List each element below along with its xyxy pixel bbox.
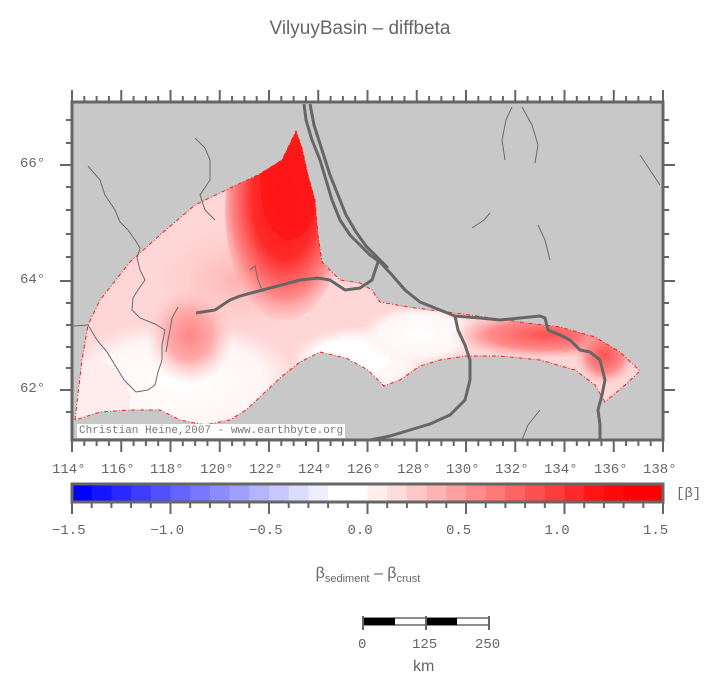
latitude-label: 66° [20,156,46,172]
beta-symbol: β [315,565,325,582]
colorbar-swatch [643,484,664,502]
colorbar-swatch [150,484,171,502]
colorbar-swatch [367,484,388,502]
colorbar-unit: [β] [676,486,702,502]
colorbar-tick-label: 1.0 [544,523,570,539]
colorbar-swatch [485,484,506,502]
colorbar-swatch [209,484,231,502]
major-rivers [195,103,607,442]
scale-bar [362,616,490,630]
longitude-label: 120° [200,462,234,478]
colorbar-swatch [466,484,487,502]
colorbar-tick-label: 0.5 [446,523,472,539]
longitude-label: 122° [249,462,283,478]
subscript-crust: crust [396,573,421,585]
credit-label: Christian Heine,2007 - www.earthbyte.org [77,424,346,438]
colorbar [72,484,664,502]
colorbar-swatch [190,484,211,502]
longitude-label: 118° [150,462,184,478]
axis-ticks [60,90,675,452]
colorbar-swatch [72,484,93,502]
colorbar-tick-label: −1.0 [150,523,185,539]
map-title: VilyuyBasin – diffbeta [269,18,451,39]
colorbar-swatch [131,484,152,502]
colorbar-tick-label: 1.5 [643,523,669,539]
subscript-sediment: sediment [324,573,370,585]
colorbar-swatch [505,484,526,502]
longitude-label: 114° [52,462,86,478]
colorbar-swatch [170,484,191,502]
colorbar-swatch [564,484,585,502]
colorbar-swatch [347,484,368,502]
colorbar-swatch [249,484,270,502]
colorbar-swatch [406,484,428,502]
colorbar-swatch [288,484,309,502]
longitude-label: 132° [495,462,529,478]
colorbar-swatch [308,484,329,502]
colorbar-ticks [71,502,664,514]
beta-symbol: β [387,565,397,582]
minor-rivers [73,106,661,441]
colorbar-swatch [446,484,467,502]
colorbar-swatch [525,484,546,502]
colorbar-swatch [426,484,447,502]
longitude-label: 136° [594,462,628,478]
scale-label-125: 125 [412,637,438,653]
longitude-label: 134° [544,462,578,478]
longitude-label: 126° [347,462,381,478]
colorbar-tick-label: −0.5 [249,523,283,539]
minus-sign: – [369,565,388,582]
longitude-label: 130° [446,462,480,478]
scale-label-250: 250 [475,637,501,653]
longitude-label: 138° [643,462,677,478]
colorbar-swatch [623,484,644,502]
colorbar-swatch [269,484,290,502]
colorbar-axis-label: βsediment – βcrust [0,565,720,585]
latitude-label: 62° [20,381,46,397]
scale-label-0: 0 [358,637,367,653]
colorbar-swatch [111,484,132,502]
scale-unit: km [413,658,435,675]
longitude-label: 124° [298,462,332,478]
longitude-label: 116° [101,462,135,478]
colorbar-swatch [387,484,408,502]
colorbar-swatch [229,484,250,502]
colorbar-swatch [91,484,112,502]
latitude-label: 64° [20,272,46,288]
colorbar-tick-label: −1.5 [52,523,86,539]
longitude-label: 128° [397,462,431,478]
colorbar-tick-label: 0.0 [347,523,373,539]
colorbar-swatch [603,484,625,502]
colorbar-swatch [328,484,349,502]
colorbar-swatch [544,484,565,502]
colorbar-swatch [584,484,605,502]
